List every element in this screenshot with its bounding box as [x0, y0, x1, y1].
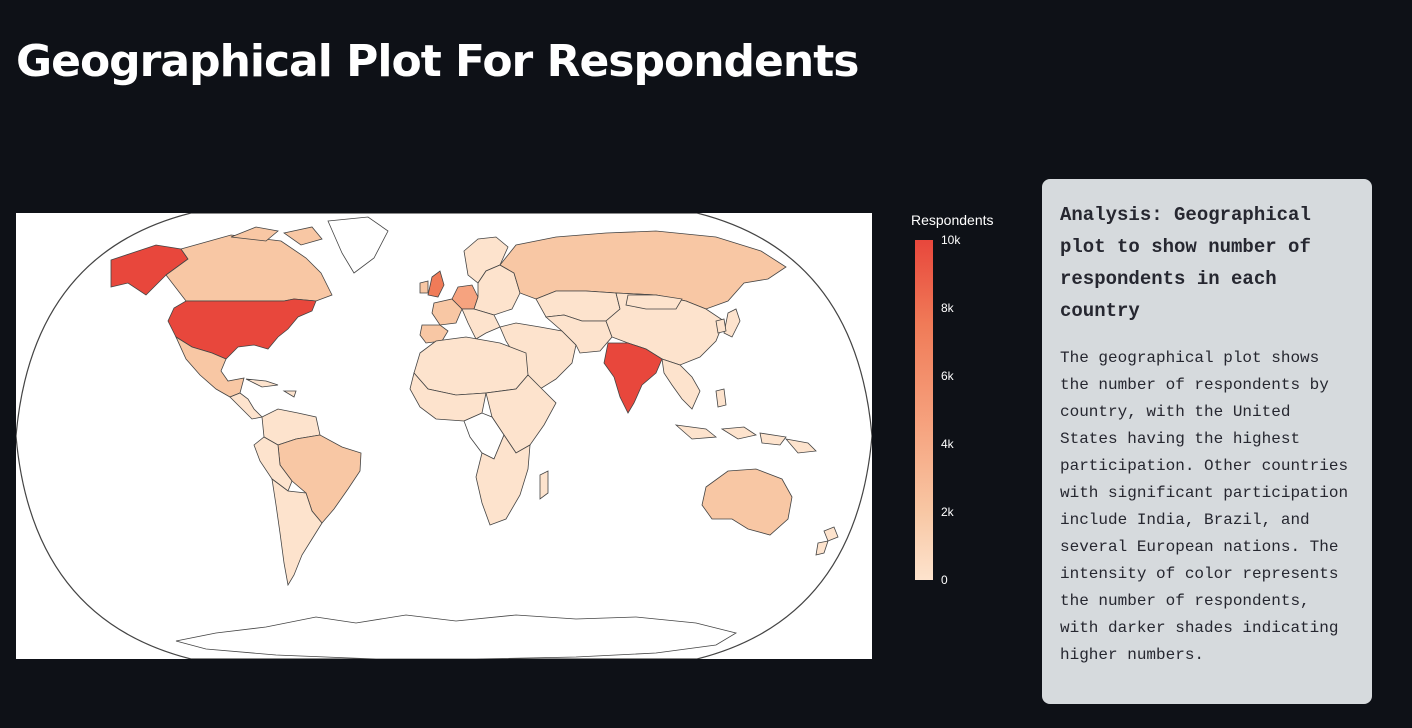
analysis-body: The geographical plot shows the number o… [1060, 349, 1349, 664]
region-southern-africa [475, 434, 531, 526]
colorbar-tick-label: 4k [941, 437, 954, 451]
region-southeast-asia [661, 358, 701, 410]
colorbar-title: Respondents [911, 212, 994, 228]
colorbar-tick-label: 10k [941, 233, 961, 247]
region-italy-balkans [461, 308, 501, 340]
region-philippines [715, 388, 727, 408]
region-united-states[interactable] [167, 298, 317, 360]
colorbar-tick-label: 0 [941, 573, 948, 587]
region-australia[interactable] [701, 468, 793, 536]
region-caribbean [245, 378, 297, 398]
region-argentina-chile[interactable] [271, 478, 323, 587]
region-iran-afghanistan [545, 314, 613, 354]
region-madagascar [539, 470, 549, 500]
region-india[interactable] [603, 342, 663, 414]
region-papua [784, 438, 817, 454]
region-ireland [419, 280, 429, 294]
analysis-card: Analysis: Geographical plot to show numb… [1042, 179, 1372, 704]
region-eastern-europe [473, 264, 521, 316]
region-new-zealand [815, 526, 839, 556]
region-canada-islands [230, 226, 323, 246]
colorbar-tick-label: 6k [941, 369, 954, 383]
region-korea [715, 318, 727, 334]
region-mongolia [625, 294, 683, 310]
world-choropleth-map[interactable] [16, 213, 872, 659]
region-indonesia [674, 424, 787, 446]
region-united-kingdom[interactable] [427, 270, 445, 298]
region-central-america [229, 392, 263, 420]
analysis-heading: Analysis: Geographical plot to show numb… [1060, 204, 1311, 322]
region-mexico[interactable] [175, 335, 245, 398]
region-antarctica [175, 614, 738, 659]
colorbar-gradient [915, 240, 933, 580]
region-greenland [327, 216, 389, 274]
colorbar-tick-label: 2k [941, 505, 954, 519]
region-brazil[interactable] [277, 434, 362, 524]
colorbar-tick-label: 8k [941, 301, 954, 315]
colorbar-legend: Respondents 10k 8k 6k 4k 2k 0 [905, 210, 1015, 590]
page-title: Geographical Plot For Respondents [16, 36, 859, 87]
map-canvas[interactable] [16, 213, 872, 659]
